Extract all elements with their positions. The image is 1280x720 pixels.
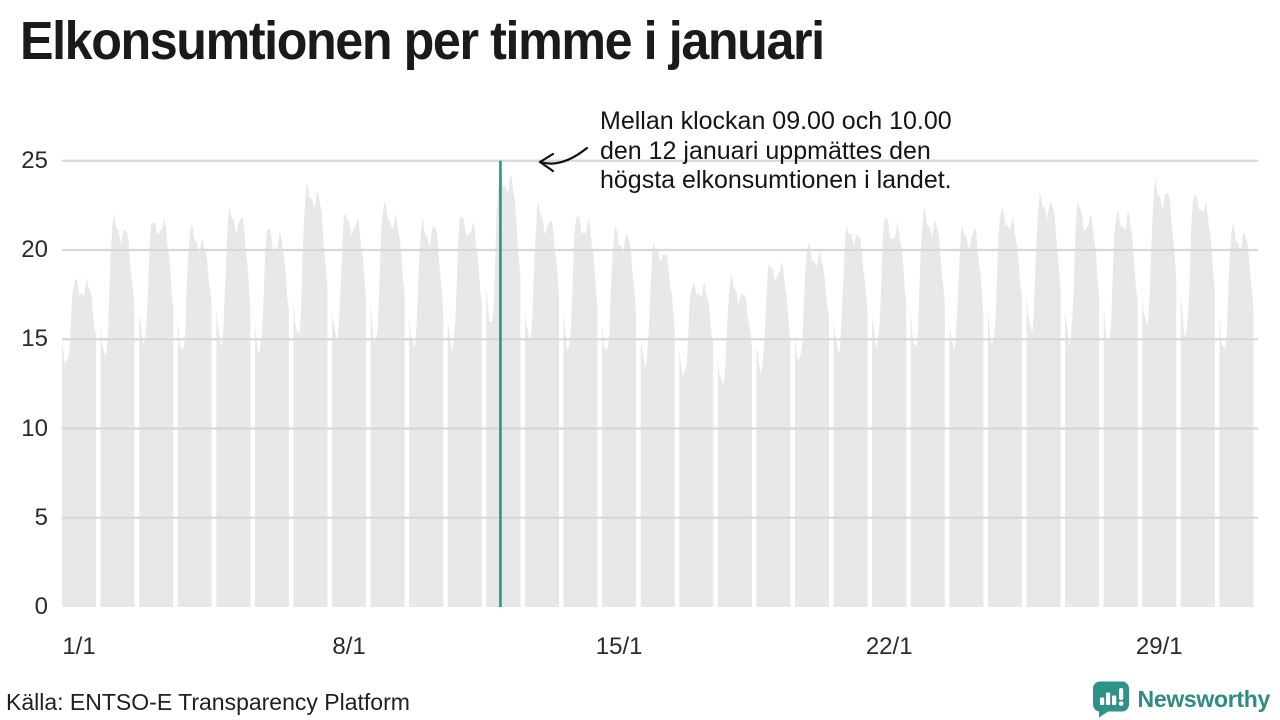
day-area xyxy=(409,217,444,607)
day-area xyxy=(1065,203,1100,607)
day-area xyxy=(795,243,829,607)
x-tick-label-1-1: 1/1 xyxy=(62,633,96,660)
peak-annotation: Mellan klockan 09.00 och 10.00 den 12 ja… xyxy=(600,107,952,196)
annotation-arrow xyxy=(538,146,589,173)
day-area xyxy=(332,213,367,607)
x-tick-label-29-1: 29/1 xyxy=(1135,633,1183,660)
peak-annotation-line-1: Mellan klockan 09.00 och 10.00 xyxy=(600,107,952,135)
gridlines xyxy=(62,159,1258,519)
day-area xyxy=(640,243,675,607)
day-area xyxy=(177,224,212,607)
day-area xyxy=(216,207,251,607)
area-series xyxy=(62,167,1254,608)
day-area xyxy=(679,281,714,607)
day-area xyxy=(293,182,328,607)
chart-title: Elkonsumtionen per timme i januari xyxy=(20,11,825,71)
peak-annotation-line-3: högsta elkonsumtionen i landet. xyxy=(600,166,952,194)
x-tick-label-22-1: 22/1 xyxy=(865,633,913,660)
day-area xyxy=(910,207,945,608)
day-area xyxy=(756,261,791,607)
brand-name: Newsworthy xyxy=(1137,686,1271,712)
day-area xyxy=(254,228,289,608)
day-area xyxy=(139,217,174,607)
day-area xyxy=(370,201,405,607)
day-area xyxy=(563,215,598,608)
day-area xyxy=(1180,195,1215,607)
day-area xyxy=(1142,177,1177,607)
day-area xyxy=(62,278,96,607)
source-credit: Källa: ENTSO-E Transparency Platform xyxy=(6,689,410,715)
x-tick-label-15-1: 15/1 xyxy=(595,633,643,660)
day-area xyxy=(949,225,984,608)
day-area xyxy=(1026,191,1061,607)
day-area xyxy=(872,217,907,607)
x-tick-label-8-1: 8/1 xyxy=(332,633,366,660)
day-area xyxy=(100,212,135,607)
y-tick-label-20: 20 xyxy=(21,236,48,263)
day-area xyxy=(602,224,637,607)
day-area xyxy=(833,224,868,608)
day-area xyxy=(447,215,482,607)
day-area xyxy=(486,167,521,607)
day-area xyxy=(1219,222,1254,607)
y-tick-label-10: 10 xyxy=(21,414,48,442)
y-tick-label-15: 15 xyxy=(21,325,48,353)
day-area xyxy=(1103,211,1138,607)
y-tick-label-25: 25 xyxy=(21,146,48,174)
y-tick-label-5: 5 xyxy=(34,503,48,531)
day-area xyxy=(525,201,559,607)
day-area xyxy=(717,273,752,607)
brand-logo: Newsworthy xyxy=(1092,681,1270,718)
peak-annotation-line-2: den 12 januari uppmättes den xyxy=(600,136,931,165)
y-tick-label-0: 0 xyxy=(34,593,48,620)
newsworthy-icon xyxy=(1092,681,1129,718)
day-area xyxy=(987,207,1022,607)
